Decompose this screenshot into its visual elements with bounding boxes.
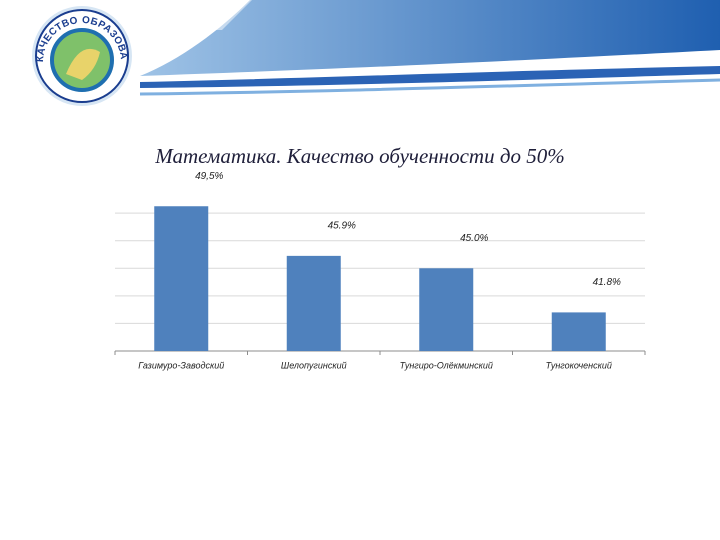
bar	[419, 268, 474, 351]
value-label: 45.9%	[328, 221, 356, 232]
x-tick-label: Газимуро-Заводский	[138, 360, 224, 370]
value-label: 41.8%	[593, 277, 621, 288]
chart-title: Математика. Качество обученности до 50%	[154, 144, 564, 168]
header-banner	[139, 0, 720, 96]
plot: Газимуро-Заводский 49,5% Шелопугинский 45.9…	[114, 171, 646, 370]
bar	[551, 312, 606, 351]
value-label: 45.0%	[460, 233, 488, 244]
x-tick-label: Шелопугинский	[281, 360, 347, 370]
value-label: 49,5%	[195, 171, 223, 182]
x-tick-label: Тунгокоченский	[546, 360, 612, 370]
x-tick-label: Тунгиро-Олёкминский	[400, 360, 493, 370]
logo: КАЧЕСТВО ОБРАЗОВАНИЯ	[0, 0, 132, 106]
bar	[154, 206, 209, 351]
bar	[286, 255, 341, 351]
